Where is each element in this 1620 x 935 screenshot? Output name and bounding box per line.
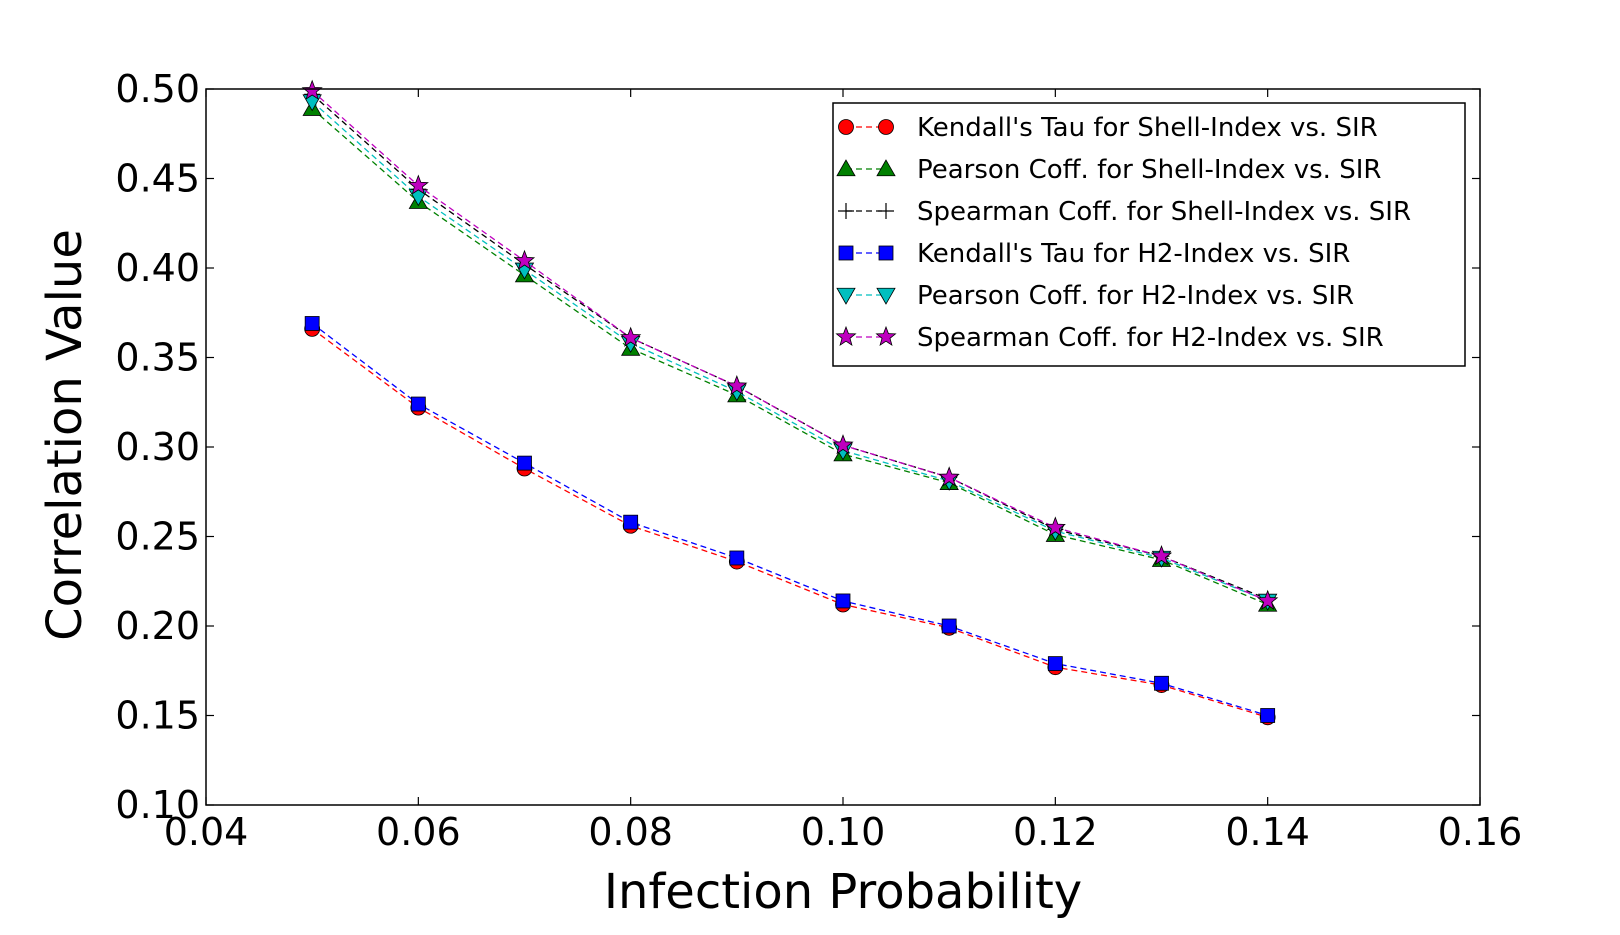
legend-marker [838, 203, 854, 219]
series-line [311, 93, 1268, 600]
legend-label: Pearson Coff. for Shell-Index vs. SIR [917, 155, 1381, 185]
legend-marker [838, 119, 854, 135]
y-tick-label: 0.25 [115, 515, 200, 559]
data-point [304, 316, 320, 331]
series-layer [301, 79, 1279, 726]
y-tick-label: 0.35 [115, 336, 200, 380]
legend-marker [835, 325, 857, 347]
data-point [726, 374, 748, 396]
data-point [835, 593, 851, 609]
legend-marker [876, 159, 896, 177]
series-line [311, 322, 1268, 717]
data-point [729, 550, 745, 566]
legend-marker [838, 245, 854, 261]
data-point [620, 326, 642, 347]
x-tick-label: 0.12 [1013, 810, 1098, 854]
x-axis-label: Infection Probability [604, 864, 1082, 920]
series-line [311, 328, 1268, 718]
data-point [1044, 516, 1066, 537]
legend-label: Spearman Coff. for H2-Index vs. SIR [917, 323, 1384, 353]
data-point [517, 455, 532, 471]
legend-marker [875, 325, 897, 347]
plot-frame [205, 88, 1481, 806]
series-line [311, 108, 1268, 606]
x-tick-label: 0.06 [376, 810, 461, 854]
legend-marker [876, 287, 896, 305]
x-tick-label: 0.08 [588, 810, 673, 854]
legend-entry: Kendall's Tau for Shell-Index vs. SIR [838, 113, 1378, 143]
y-tick-label: 0.40 [115, 246, 200, 290]
x-tick-label: 0.10 [801, 810, 886, 854]
data-point [1047, 656, 1063, 671]
legend-entry: Spearman Coff. for Shell-Index vs. SIR [838, 197, 1411, 227]
data-point [941, 618, 957, 634]
legend-marker [878, 203, 894, 219]
y-axis-label: Correlation Value [37, 229, 93, 641]
legend-entry: Kendall's Tau for H2-Index vs. SIR [838, 239, 1350, 269]
y-tick-label: 0.15 [115, 694, 200, 738]
legend-marker [836, 287, 856, 305]
legend-marker [878, 119, 894, 135]
data-point [513, 249, 536, 270]
legend-label: Kendall's Tau for H2-Index vs. SIR [917, 239, 1350, 269]
y-tick-label: 0.10 [115, 783, 200, 827]
legend-label: Spearman Coff. for Shell-Index vs. SIR [917, 197, 1411, 227]
legend-marker [836, 159, 856, 177]
data-point [407, 174, 429, 195]
data-point [1154, 675, 1169, 691]
y-tick-labels: 0.10 0.15 0.20 0.25 0.30 0.35 0.40 0.45 0.50 [115, 67, 200, 827]
y-tick-label: 0.50 [115, 67, 200, 111]
data-point [301, 79, 323, 100]
x-tick-label: 0.16 [1438, 810, 1523, 854]
legend-label: Pearson Coff. for H2-Index vs. SIR [917, 281, 1354, 311]
legend-entry: Pearson Coff. for H2-Index vs. SIR [836, 281, 1354, 311]
series-4 [304, 316, 1276, 723]
series-line [311, 101, 1268, 602]
y-tick-label: 0.45 [115, 157, 200, 201]
y-tick-label: 0.20 [115, 604, 200, 648]
legend-marker [878, 245, 894, 261]
data-point [410, 396, 426, 412]
data-point [1257, 589, 1279, 610]
legend-entry: Spearman Coff. for H2-Index vs. SIR [835, 323, 1384, 353]
legend-label: Kendall's Tau for Shell-Index vs. SIR [917, 113, 1378, 143]
x-tick-labels: 0.04 0.06 0.08 0.10 0.12 0.14 0.16 [164, 810, 1523, 854]
legend-entries: Kendall's Tau for Shell-Index vs. SIR Pea… [835, 113, 1411, 353]
legend: Kendall's Tau for Shell-Index vs. SIR Pea… [832, 102, 1466, 367]
legend-box [832, 102, 1466, 367]
y-tick-label: 0.30 [115, 425, 200, 469]
data-point [1260, 708, 1276, 723]
series-line [311, 90, 1268, 602]
x-tick-label: 0.04 [164, 810, 249, 854]
data-point [1150, 545, 1173, 566]
x-tick-label: 0.14 [1225, 810, 1310, 854]
legend-entry: Pearson Coff. for Shell-Index vs. SIR [836, 155, 1381, 185]
data-point [623, 514, 639, 530]
data-point [938, 466, 960, 487]
data-point [832, 434, 854, 455]
series-6 [301, 79, 1279, 610]
